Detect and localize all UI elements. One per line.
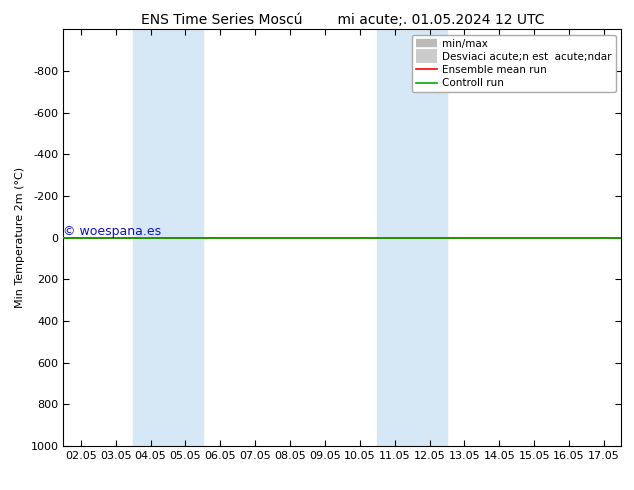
Text: © woespana.es: © woespana.es: [63, 224, 162, 238]
Bar: [377, 29, 447, 446]
Bar: [133, 29, 203, 446]
Title: ENS Time Series Moscú        mi acute;. 01.05.2024 12 UTC: ENS Time Series Moscú mi acute;. 01.05.2…: [141, 13, 544, 27]
Y-axis label: Min Temperature 2m (°C): Min Temperature 2m (°C): [15, 167, 25, 308]
Legend: min/max, Desviaci acute;n est  acute;ndar, Ensemble mean run, Controll run: min/max, Desviaci acute;n est acute;ndar…: [412, 35, 616, 92]
